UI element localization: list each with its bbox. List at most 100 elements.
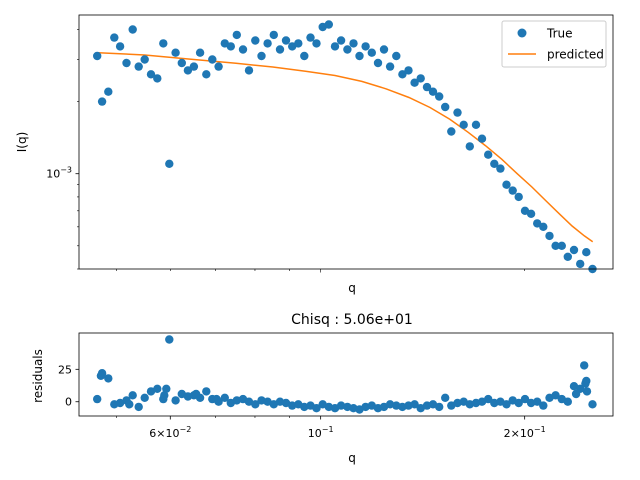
- true-point: [441, 102, 450, 112]
- true-point: [551, 241, 560, 250]
- true-point: [582, 248, 591, 257]
- true-point: [477, 134, 487, 143]
- true-point: [367, 48, 376, 57]
- residual-point: [539, 401, 548, 410]
- residual-point: [244, 397, 254, 406]
- residual-point: [580, 361, 589, 370]
- residual-point: [125, 400, 134, 409]
- residual-point: [128, 391, 137, 400]
- true-point: [300, 51, 309, 61]
- residuals-y-tick-label: 25: [58, 363, 72, 376]
- residual-point: [140, 393, 149, 402]
- residual-point: [581, 379, 590, 388]
- true-point: [343, 45, 352, 54]
- true-point: [122, 58, 131, 68]
- true-point: [330, 42, 340, 51]
- residual-point: [582, 387, 592, 396]
- true-point: [177, 58, 186, 68]
- true-point: [563, 252, 572, 261]
- true-point: [539, 222, 548, 231]
- legend-true-label: True: [546, 27, 573, 41]
- true-point: [312, 39, 321, 48]
- residual-point: [312, 404, 321, 413]
- intensity-plot-frame: [78, 14, 614, 270]
- residual-point: [160, 391, 169, 400]
- true-point: [453, 108, 462, 117]
- true-point: [208, 55, 217, 64]
- residual-point: [96, 371, 106, 380]
- true-point: [398, 70, 407, 79]
- true-point: [533, 219, 542, 228]
- true-point: [392, 51, 401, 61]
- true-point: [502, 180, 511, 189]
- residual-point: [162, 384, 171, 393]
- true-point: [153, 74, 162, 83]
- true-point: [490, 159, 499, 168]
- true-point: [416, 74, 425, 83]
- true-point: [557, 241, 566, 250]
- true-point: [422, 82, 432, 92]
- true-point: [238, 45, 248, 54]
- true-point: [484, 150, 493, 159]
- residuals-y-ticks: 0 25: [58, 363, 79, 409]
- residuals-x-tick-label: 2×10−1: [504, 425, 546, 440]
- residual-point: [551, 391, 560, 400]
- true-point: [134, 62, 143, 71]
- residual-point: [416, 404, 425, 413]
- residuals-plot: Chisq : 5.06e+01 025 6×10−2 10−1 2×10−1 q …: [31, 312, 614, 465]
- residual-point: [146, 387, 156, 396]
- true-point: [171, 48, 180, 57]
- true-point: [195, 48, 205, 57]
- true-point: [115, 42, 125, 51]
- true-point: [226, 42, 235, 51]
- true-point: [447, 127, 456, 136]
- true-point: [263, 39, 272, 48]
- residual-point: [171, 396, 180, 405]
- intensity-y-label: I(q): [15, 132, 29, 153]
- true-point: [508, 186, 517, 195]
- residual-point: [441, 393, 450, 402]
- true-point: [379, 45, 389, 54]
- residual-point: [435, 402, 444, 412]
- residual-point: [410, 400, 419, 409]
- true-point: [306, 33, 315, 42]
- residual-point: [220, 393, 229, 402]
- true-point: [514, 192, 523, 202]
- true-point: [159, 39, 168, 48]
- residual-point: [571, 389, 581, 399]
- residual-point: [165, 335, 174, 344]
- residual-point: [191, 389, 201, 399]
- true-point: [576, 259, 585, 269]
- residual-point: [514, 398, 523, 408]
- true-point: [373, 58, 383, 68]
- legend-box: [501, 20, 607, 68]
- residual-point: [104, 374, 113, 383]
- residual-point: [212, 394, 221, 404]
- residual-point: [93, 394, 102, 404]
- residuals-y-label: residuals: [31, 349, 45, 403]
- true-point: [93, 51, 102, 61]
- residual-point: [533, 397, 542, 406]
- true-point: [526, 209, 536, 218]
- residuals-x-label: q: [348, 451, 356, 465]
- residual-point: [484, 394, 493, 404]
- residuals-title: Chisq : 5.06e+01: [291, 312, 413, 328]
- residual-point: [115, 398, 125, 408]
- residual-point: [202, 387, 211, 396]
- legend-predicted-label: predicted: [547, 48, 604, 62]
- residuals-y-tick-label: 0: [65, 396, 72, 409]
- residual-point: [520, 394, 530, 404]
- true-point: [232, 30, 241, 40]
- true-point: [214, 62, 223, 71]
- true-point: [385, 62, 395, 71]
- true-points: [93, 20, 597, 274]
- true-point: [361, 42, 370, 51]
- true-point: [128, 25, 137, 34]
- intensity-y-tick-label: 10−3: [46, 166, 72, 181]
- true-point: [324, 20, 333, 29]
- residuals-x-tick-label: 6×10−2: [149, 425, 191, 440]
- residual-point: [502, 400, 511, 409]
- residual-points: [93, 335, 597, 414]
- true-point: [104, 87, 113, 96]
